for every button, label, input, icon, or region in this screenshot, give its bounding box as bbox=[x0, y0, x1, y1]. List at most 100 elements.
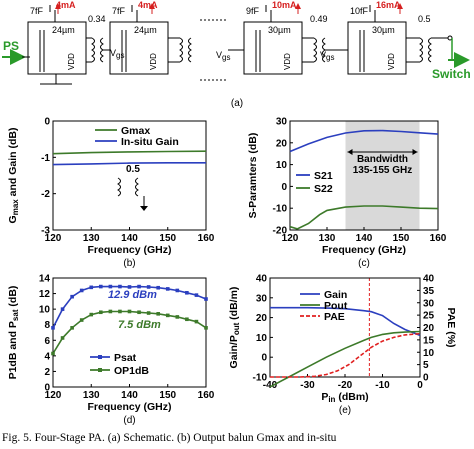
legend-label: S22 bbox=[314, 183, 333, 195]
bandwidth-arrowhead-left-icon bbox=[347, 149, 353, 155]
balun-4 bbox=[406, 35, 453, 63]
legend-marker bbox=[98, 355, 102, 359]
y2-axis-label: PAE (%) bbox=[445, 307, 457, 347]
y-tick-label: -2 bbox=[41, 189, 50, 200]
vdd-label: VDD bbox=[67, 53, 76, 70]
turn-ratio-label: 0.5 bbox=[126, 164, 140, 175]
data-point bbox=[156, 285, 160, 290]
schematic-labels: 7fF 4mA 24µm VDD 7fF 4mA 24µm VDD 9fF 10mA 30µm VDD… bbox=[30, 0, 431, 70]
y-tick-label: 10 bbox=[39, 305, 51, 316]
x-tick-label: 140 bbox=[121, 390, 138, 401]
series-line-op1db bbox=[52, 310, 207, 354]
panel-label: (d) bbox=[123, 415, 135, 426]
series-line-s22 bbox=[289, 205, 439, 230]
legend-label: Gmax bbox=[121, 125, 150, 137]
y-tick-label: 40 bbox=[256, 274, 268, 285]
data-point bbox=[165, 313, 170, 318]
y-tick-label: 2 bbox=[44, 367, 50, 378]
data-point bbox=[194, 319, 199, 324]
data-point bbox=[127, 285, 132, 289]
y2-tick-label: 35 bbox=[423, 286, 435, 297]
y2-tick-label: 40 bbox=[423, 274, 435, 285]
data-point bbox=[118, 284, 122, 289]
series-line-pout bbox=[269, 330, 421, 388]
data-point bbox=[204, 326, 208, 330]
stage-1 bbox=[22, 3, 87, 85]
data-point bbox=[118, 309, 122, 314]
series-line-gmax bbox=[52, 150, 207, 155]
current-label: 16mA bbox=[376, 0, 401, 10]
y-tick-label: 14 bbox=[39, 274, 51, 285]
chart-c-s-parameters: 120 130 140 150 160 30 20 10 0 -10 -20 Frequency (G… bbox=[247, 117, 447, 270]
y2-tick-label: 5 bbox=[423, 360, 429, 371]
data-point bbox=[175, 315, 180, 319]
y2-tick-label: 0 bbox=[423, 373, 429, 384]
op1db-annotation: 7.5 dBm bbox=[118, 319, 161, 331]
y-axis-label: S-Paramters (dB) bbox=[247, 133, 259, 219]
y2-tick-label: 20 bbox=[423, 323, 435, 334]
panel-label: (e) bbox=[339, 405, 351, 416]
y-tick-label: 30 bbox=[276, 117, 288, 128]
stage-3 bbox=[228, 3, 303, 75]
legend-label: OP1dB bbox=[114, 365, 149, 377]
data-point bbox=[51, 326, 55, 330]
figure-canvas: PS bbox=[2, 0, 471, 427]
data-point bbox=[60, 307, 65, 311]
turn-ratio: 0.49 bbox=[310, 14, 328, 24]
legend-label: S21 bbox=[314, 170, 333, 182]
y-tick-label: 30 bbox=[256, 293, 268, 304]
series-line-s21 bbox=[289, 129, 439, 153]
data-point bbox=[108, 309, 113, 314]
x-tick-label: 160 bbox=[198, 233, 215, 244]
data-point bbox=[194, 293, 199, 297]
x-axis-label: Pin (dBm) bbox=[321, 391, 368, 404]
x-tick-label: 130 bbox=[83, 233, 100, 244]
legend-label: In-situ Gain bbox=[121, 136, 179, 148]
x-tick-label: 120 bbox=[45, 233, 62, 244]
psat-annotation: 12.9 dBm bbox=[108, 289, 157, 301]
width-label: 30µm bbox=[268, 25, 291, 35]
ground-icon bbox=[140, 206, 148, 211]
series-line-gain bbox=[270, 306, 421, 337]
chart-d-power: 120 130 140 150 160 0 2 4 6 8 10 12 14 Frequency (GHz… bbox=[7, 274, 215, 427]
chart-e-pin-sweep: -40 -30 -20 -10 0403020100-10403530252015105… bbox=[228, 274, 457, 417]
y-tick-label: 8 bbox=[44, 320, 50, 331]
data-point bbox=[156, 312, 160, 316]
balun-1 bbox=[86, 37, 104, 63]
data-point bbox=[137, 284, 141, 289]
vdd-label: VDD bbox=[149, 53, 158, 70]
legend-label: Gain bbox=[324, 289, 347, 301]
data-point bbox=[70, 294, 74, 299]
data-point bbox=[99, 284, 103, 289]
y2-tick-label: 10 bbox=[423, 348, 435, 359]
y-tick-label: 0 bbox=[44, 383, 50, 394]
legend-marker bbox=[98, 368, 102, 372]
x-tick-label: 150 bbox=[159, 390, 176, 401]
balun-2 bbox=[168, 19, 228, 81]
legend-label: Psat bbox=[114, 352, 137, 364]
vgs-label: Vgs bbox=[110, 48, 124, 60]
y2-tick-label: 30 bbox=[423, 298, 435, 309]
y-axis-label: Gain/Pout (dB/m) bbox=[228, 287, 241, 369]
balun-secondary-icon bbox=[135, 177, 139, 197]
turn-ratio: 0.34 bbox=[88, 14, 106, 24]
data-point bbox=[70, 326, 74, 330]
current-label: 10mA bbox=[272, 0, 297, 10]
data-point bbox=[175, 288, 180, 293]
y-tick-label: 12 bbox=[39, 289, 51, 300]
y-tick-label: 0 bbox=[44, 117, 50, 128]
data-point bbox=[99, 310, 103, 315]
x-tick-label: 140 bbox=[356, 233, 373, 244]
x-axis-label: Frequency (GHz) bbox=[87, 244, 171, 256]
y-tick-label: -10 bbox=[273, 204, 288, 215]
y-tick-label: 0 bbox=[281, 182, 287, 193]
x-tick-label: 160 bbox=[198, 390, 215, 401]
data-point bbox=[204, 297, 208, 301]
width-label: 24µm bbox=[134, 25, 157, 35]
cap-label: 7fF bbox=[30, 6, 44, 16]
width-label: 30µm bbox=[372, 25, 395, 35]
bandwidth-band bbox=[345, 121, 420, 230]
data-point bbox=[185, 290, 189, 295]
current-label: 4mA bbox=[56, 0, 76, 10]
y-axis-label: P1dB and Psat (dB) bbox=[7, 286, 20, 380]
